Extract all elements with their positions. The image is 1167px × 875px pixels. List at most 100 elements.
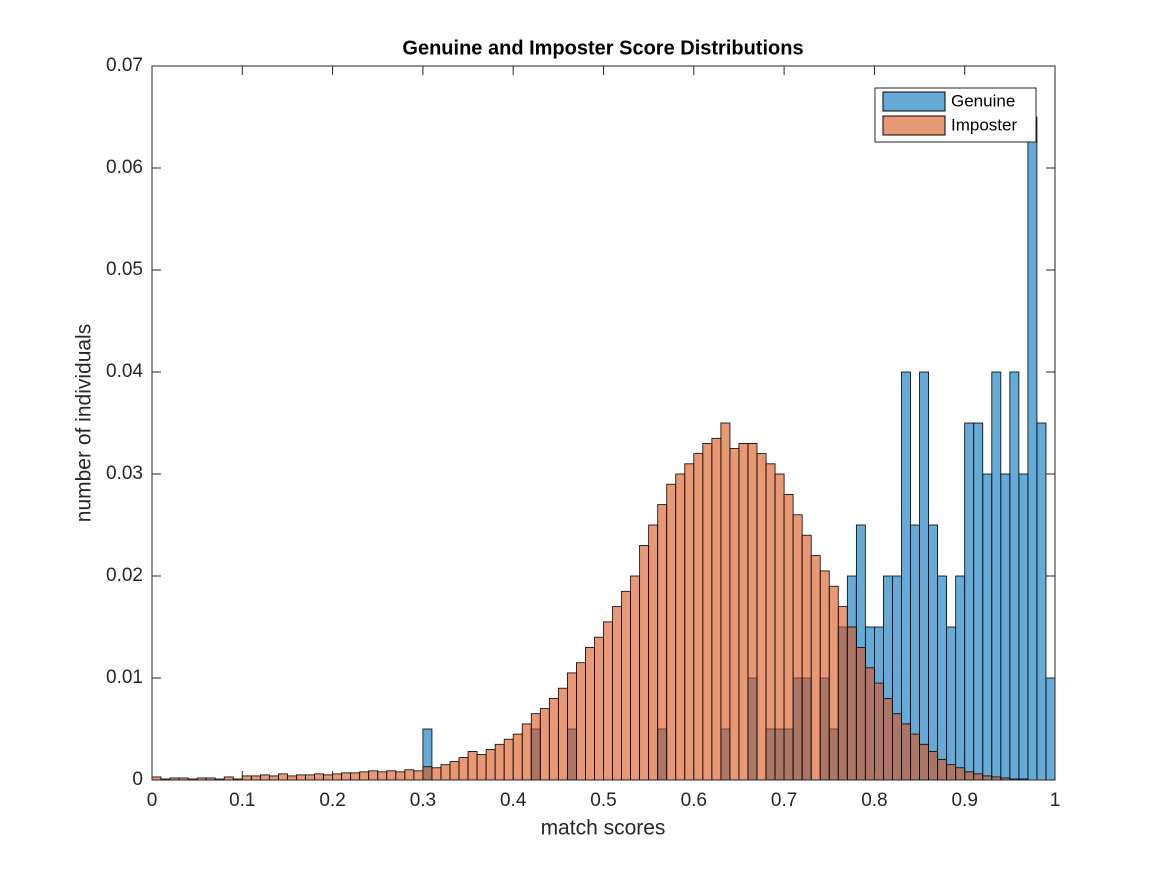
- y-tick-label: 0.03: [106, 463, 143, 484]
- histogram-bar: [720, 422, 731, 781]
- y-tick-label: 0: [132, 769, 143, 790]
- histogram-bar: [1045, 677, 1056, 781]
- histogram-bar: [530, 713, 541, 781]
- histogram-bar: [1018, 473, 1029, 781]
- histogram-bar: [630, 575, 641, 781]
- histogram-bar: [982, 775, 993, 781]
- y-tick-label: 0.07: [106, 55, 143, 76]
- histogram-bar: [576, 662, 586, 781]
- histogram-bar: [585, 647, 595, 781]
- y-tick-label: 0.02: [106, 565, 143, 586]
- y-tick-label: 0.05: [106, 259, 143, 280]
- histogram-bar: [1009, 371, 1020, 781]
- histogram-bar: [946, 626, 957, 781]
- histogram-bar: [937, 575, 948, 781]
- histogram-bar: [458, 757, 469, 781]
- histogram-bar: [368, 770, 379, 781]
- histogram-bar: [928, 524, 939, 781]
- histogram-bar: [503, 738, 514, 781]
- histogram-bar: [883, 698, 893, 781]
- histogram-bar: [774, 473, 785, 781]
- histogram-bar: [666, 483, 677, 781]
- histogram-bar: [594, 636, 604, 781]
- histogram-bar: [278, 773, 288, 781]
- histogram-bar: [919, 371, 929, 781]
- histogram-bar: [413, 770, 424, 781]
- histogram-bar: [395, 771, 406, 781]
- histogram-bar: [350, 772, 361, 781]
- histogram-bar: [259, 774, 270, 781]
- histogram-bar: [955, 575, 966, 781]
- histogram-bar: [512, 733, 523, 781]
- histogram-bar: [314, 773, 324, 781]
- histogram-bar: [603, 621, 613, 781]
- histogram-bar: [973, 773, 984, 781]
- y-tick-label: 0.01: [106, 667, 143, 688]
- x-tick-label: 0.7: [771, 790, 797, 811]
- histogram-bar: [494, 743, 505, 781]
- histogram-bar: [973, 422, 984, 781]
- histogram-bar: [485, 749, 496, 781]
- histogram-bar: [837, 606, 848, 781]
- histogram-bar: [874, 682, 884, 781]
- histogram-bar: [332, 773, 343, 781]
- histogram-bar: [982, 473, 993, 781]
- histogram-bar: [901, 723, 911, 781]
- histogram-bar: [657, 504, 668, 781]
- histogram-bar: [305, 774, 315, 781]
- histogram-bar: [901, 371, 911, 781]
- histogram-bar: [964, 422, 975, 781]
- legend-label: Imposter: [951, 115, 1017, 134]
- x-tick-label: 1: [1050, 790, 1061, 811]
- histogram-bar: [783, 493, 794, 781]
- histogram-bar: [991, 371, 1002, 781]
- histogram-bar: [241, 775, 252, 781]
- histogram-bar: [801, 534, 812, 781]
- legend-swatch: [882, 115, 946, 136]
- histogram-bar: [386, 770, 397, 781]
- histogram-bar: [810, 555, 821, 781]
- histogram-bar: [729, 448, 740, 781]
- histogram-bar: [431, 767, 442, 781]
- histogram-bar: [946, 764, 957, 781]
- histogram-bar: [937, 759, 948, 781]
- histogram-bar: [341, 772, 352, 781]
- histogram-bar: [756, 453, 767, 781]
- y-tick-label: 0.04: [106, 361, 143, 382]
- x-tick-label: 0.3: [410, 790, 436, 811]
- histogram-bar: [1027, 116, 1038, 781]
- histogram-bar: [747, 442, 758, 781]
- histogram-bar: [621, 590, 631, 781]
- histogram-bar: [476, 754, 487, 781]
- histogram-bar: [792, 514, 803, 781]
- chart-title: Genuine and Imposter Score Distributions: [402, 37, 803, 59]
- y-axis-label: number of individuals: [73, 324, 96, 522]
- histogram-bar: [684, 463, 695, 781]
- histogram-bar: [404, 769, 415, 781]
- histogram-bar: [928, 751, 939, 781]
- histogram-bar: [919, 743, 929, 781]
- histogram-bar: [521, 723, 532, 781]
- histogram-bar: [846, 626, 857, 781]
- histogram-bar: [738, 442, 749, 781]
- histogram-bar: [855, 647, 866, 781]
- histogram-bar: [892, 713, 902, 781]
- histogram-bar: [675, 473, 686, 781]
- x-tick-label: 0.1: [229, 790, 255, 811]
- histogram-bar: [323, 774, 334, 781]
- histogram-bar: [639, 545, 650, 781]
- x-tick-label: 0: [147, 790, 158, 811]
- legend-label: Genuine: [951, 91, 1015, 110]
- histogram-bar: [557, 687, 568, 781]
- histogram-bar: [377, 771, 388, 781]
- x-tick-label: 0.2: [319, 790, 345, 811]
- x-tick-label: 0.5: [590, 790, 616, 811]
- histogram-bar: [548, 698, 559, 781]
- histogram-bar: [566, 672, 577, 781]
- histogram-bar: [711, 437, 722, 781]
- x-tick-label: 0.9: [951, 790, 977, 811]
- histogram-bar: [702, 442, 713, 781]
- histogram-bar: [296, 774, 306, 781]
- histogram-bar: [1000, 473, 1011, 781]
